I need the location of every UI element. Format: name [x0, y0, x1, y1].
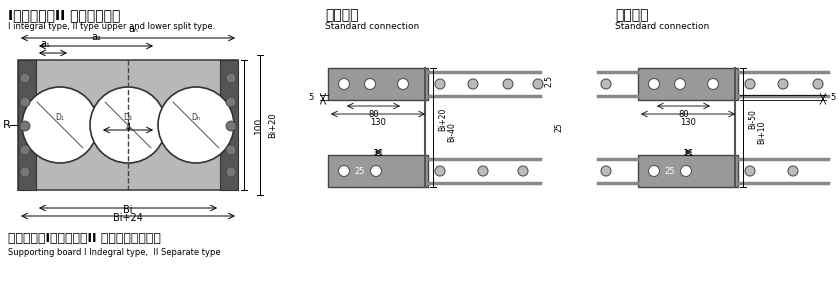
Bar — [638, 155, 738, 187]
Text: 130: 130 — [370, 118, 386, 127]
Text: I integral type, II type upper and lower split type.: I integral type, II type upper and lower… — [8, 22, 216, 31]
Circle shape — [649, 79, 659, 89]
Circle shape — [20, 97, 30, 107]
Text: 11: 11 — [373, 149, 383, 158]
Text: I型整体式、II 型上下分开式: I型整体式、II 型上下分开式 — [8, 8, 120, 22]
Text: a₂: a₂ — [91, 32, 101, 42]
Bar — [328, 155, 428, 187]
Circle shape — [435, 79, 445, 89]
Text: Bi+10: Bi+10 — [757, 121, 766, 144]
Circle shape — [649, 166, 659, 176]
Circle shape — [20, 167, 30, 177]
Bar — [18, 60, 36, 190]
Circle shape — [745, 79, 755, 89]
Circle shape — [90, 87, 166, 163]
Text: 25: 25 — [554, 123, 563, 132]
Text: a₁: a₁ — [40, 39, 50, 49]
Circle shape — [601, 79, 611, 89]
Circle shape — [20, 145, 30, 155]
Text: Bi-50: Bi-50 — [748, 110, 757, 129]
Circle shape — [226, 97, 236, 107]
Circle shape — [745, 166, 755, 176]
Circle shape — [533, 79, 543, 89]
Text: R: R — [3, 120, 11, 130]
Text: aₙ: aₙ — [128, 24, 138, 34]
Text: 25: 25 — [355, 167, 365, 176]
Circle shape — [601, 166, 611, 176]
Text: D₂: D₂ — [123, 112, 133, 122]
Circle shape — [675, 79, 685, 89]
Circle shape — [435, 166, 445, 176]
Text: 80: 80 — [368, 110, 379, 119]
Circle shape — [788, 166, 798, 176]
Circle shape — [22, 87, 98, 163]
Text: Bi-40: Bi-40 — [447, 123, 456, 142]
Text: 80: 80 — [678, 110, 689, 119]
Text: 11: 11 — [683, 149, 693, 158]
Circle shape — [398, 79, 409, 89]
Text: Bi+24: Bi+24 — [113, 213, 143, 223]
Circle shape — [468, 79, 478, 89]
Text: 标准联结: 标准联结 — [325, 8, 358, 22]
Circle shape — [226, 121, 236, 131]
Text: Standard connection: Standard connection — [615, 22, 709, 31]
Text: Standard connection: Standard connection — [325, 22, 420, 31]
Circle shape — [158, 87, 234, 163]
Bar — [328, 68, 428, 100]
Text: 5: 5 — [309, 94, 314, 103]
Circle shape — [371, 166, 382, 176]
Text: D₁: D₁ — [55, 112, 65, 122]
Circle shape — [20, 73, 30, 83]
Bar — [18, 60, 238, 190]
Text: 5: 5 — [830, 94, 836, 103]
Circle shape — [226, 73, 236, 83]
Text: 拖链支撑板I型整体式、II 型上下分开式开孔: 拖链支撑板I型整体式、II 型上下分开式开孔 — [8, 232, 161, 245]
Circle shape — [813, 79, 823, 89]
Circle shape — [338, 166, 350, 176]
Circle shape — [707, 79, 718, 89]
Text: 130: 130 — [680, 118, 696, 127]
Text: 25: 25 — [664, 167, 675, 176]
Text: Bi+20: Bi+20 — [438, 108, 447, 131]
Text: Bi+20: Bi+20 — [268, 112, 277, 138]
Circle shape — [478, 166, 488, 176]
Text: Supporting board I Indegral type,  II Separate type: Supporting board I Indegral type, II Sep… — [8, 248, 221, 257]
Circle shape — [778, 79, 788, 89]
Text: 标准联结: 标准联结 — [615, 8, 649, 22]
Bar — [638, 68, 738, 100]
Circle shape — [226, 145, 236, 155]
Text: 2.5: 2.5 — [545, 75, 554, 87]
Bar — [220, 60, 238, 190]
Text: Bi: Bi — [123, 205, 133, 215]
Circle shape — [226, 167, 236, 177]
Circle shape — [20, 121, 30, 131]
Circle shape — [364, 79, 376, 89]
Text: 100: 100 — [254, 116, 263, 134]
Circle shape — [518, 166, 528, 176]
Text: 4: 4 — [125, 123, 131, 132]
Circle shape — [503, 79, 513, 89]
Circle shape — [680, 166, 691, 176]
Text: Dₙ: Dₙ — [191, 112, 201, 122]
Circle shape — [338, 79, 350, 89]
